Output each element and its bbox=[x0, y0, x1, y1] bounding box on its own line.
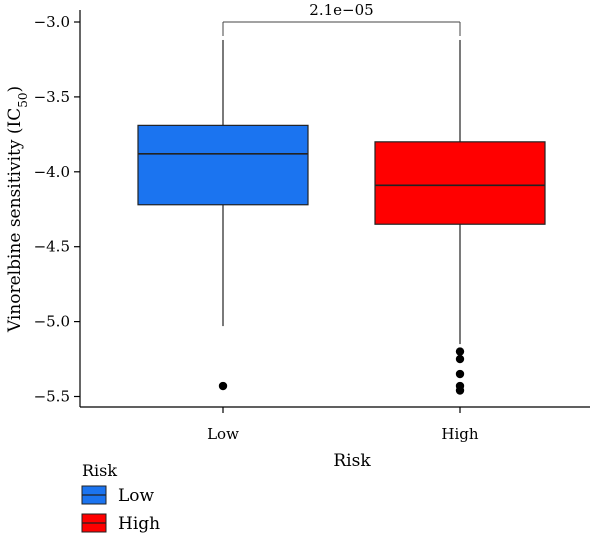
y-tick-label: −4.0 bbox=[34, 163, 70, 181]
y-tick-label: −3.5 bbox=[34, 88, 70, 106]
y-axis-title: Vinorelbine sensitivity (IC50) bbox=[5, 86, 30, 333]
x-tick-label: Low bbox=[207, 425, 239, 443]
y-tick-label: −5.5 bbox=[34, 388, 70, 406]
legend-key-low: Low bbox=[81, 485, 155, 506]
y-axis-title-subscript: 50 bbox=[16, 93, 30, 108]
box-iqr bbox=[137, 124, 309, 206]
outlier-point bbox=[455, 347, 465, 356]
significance-annotation: 2.1e−05 bbox=[222, 1, 461, 37]
outlier-point bbox=[455, 354, 465, 364]
y-axis-title-close: ) bbox=[5, 86, 25, 93]
box-low bbox=[137, 39, 309, 391]
box-iqr bbox=[374, 141, 546, 225]
outlier-point bbox=[455, 369, 465, 379]
outlier-point bbox=[455, 386, 465, 395]
x-axis-title: Risk bbox=[333, 451, 371, 471]
legend-label: Low bbox=[118, 486, 155, 506]
y-tick-label: −5.0 bbox=[34, 313, 70, 331]
legend-key-high: High bbox=[81, 513, 160, 534]
box-high bbox=[374, 39, 546, 395]
p-value-label: 2.1e−05 bbox=[309, 1, 373, 19]
y-tick-label: −4.5 bbox=[34, 238, 70, 256]
legend-title: Risk bbox=[82, 461, 117, 480]
axes: −3.0 −3.5 −4.0 −4.5 −5.0 −5.5 Low High bbox=[34, 10, 590, 443]
outlier-point bbox=[218, 381, 228, 391]
y-axis-title-main: Vinorelbine sensitivity (IC bbox=[5, 108, 25, 333]
boxplots bbox=[137, 39, 546, 395]
legend-label: High bbox=[118, 514, 160, 534]
y-tick-label: −3.0 bbox=[34, 13, 70, 31]
x-tick-label: High bbox=[441, 425, 478, 443]
